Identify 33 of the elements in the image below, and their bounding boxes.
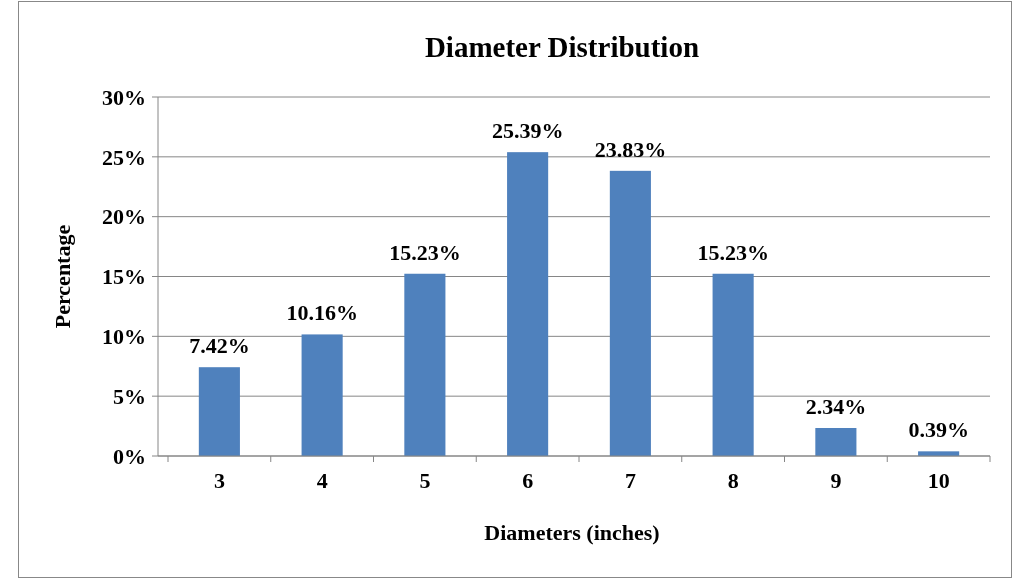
- x-tick-label: 3: [213, 468, 225, 493]
- x-tick-label: 7: [624, 468, 636, 493]
- y-tick-label: 10%: [102, 324, 146, 350]
- bar: [815, 428, 857, 456]
- y-tick-label: 15%: [102, 264, 146, 290]
- x-tick-label: 10: [927, 468, 950, 493]
- y-axis-title: Percentage: [50, 224, 75, 329]
- y-tick-label: 20%: [102, 204, 146, 230]
- bar: [301, 334, 343, 456]
- bar: [198, 367, 240, 456]
- x-tick-label: 8: [727, 468, 739, 493]
- data-label: 0.39%: [908, 417, 969, 443]
- bar: [712, 273, 754, 456]
- data-label: 7.42%: [189, 333, 250, 359]
- bar: [507, 152, 549, 456]
- x-tick-label: 6: [522, 468, 534, 493]
- x-tick-label: 5: [419, 468, 431, 493]
- data-label: 2.34%: [805, 394, 867, 419]
- y-tick-label: 5%: [113, 383, 146, 409]
- y-tick-label: 25%: [102, 144, 146, 170]
- x-axis-title: Diameters (inches): [484, 520, 660, 545]
- bar: [609, 170, 651, 456]
- y-tick-label: 30%: [102, 84, 146, 110]
- chart-title: Diameter Distribution: [424, 31, 700, 63]
- x-tick-label: 9: [830, 468, 842, 493]
- data-label: 25.39%: [491, 118, 564, 144]
- data-label: 15.23%: [697, 239, 769, 265]
- y-tick-label: 0%: [113, 443, 146, 469]
- data-label: 10.16%: [286, 300, 358, 326]
- bar: [404, 273, 446, 456]
- data-label: 15.23%: [389, 239, 461, 265]
- x-tick-label: 4: [316, 468, 328, 493]
- data-label: 23.83%: [594, 136, 667, 162]
